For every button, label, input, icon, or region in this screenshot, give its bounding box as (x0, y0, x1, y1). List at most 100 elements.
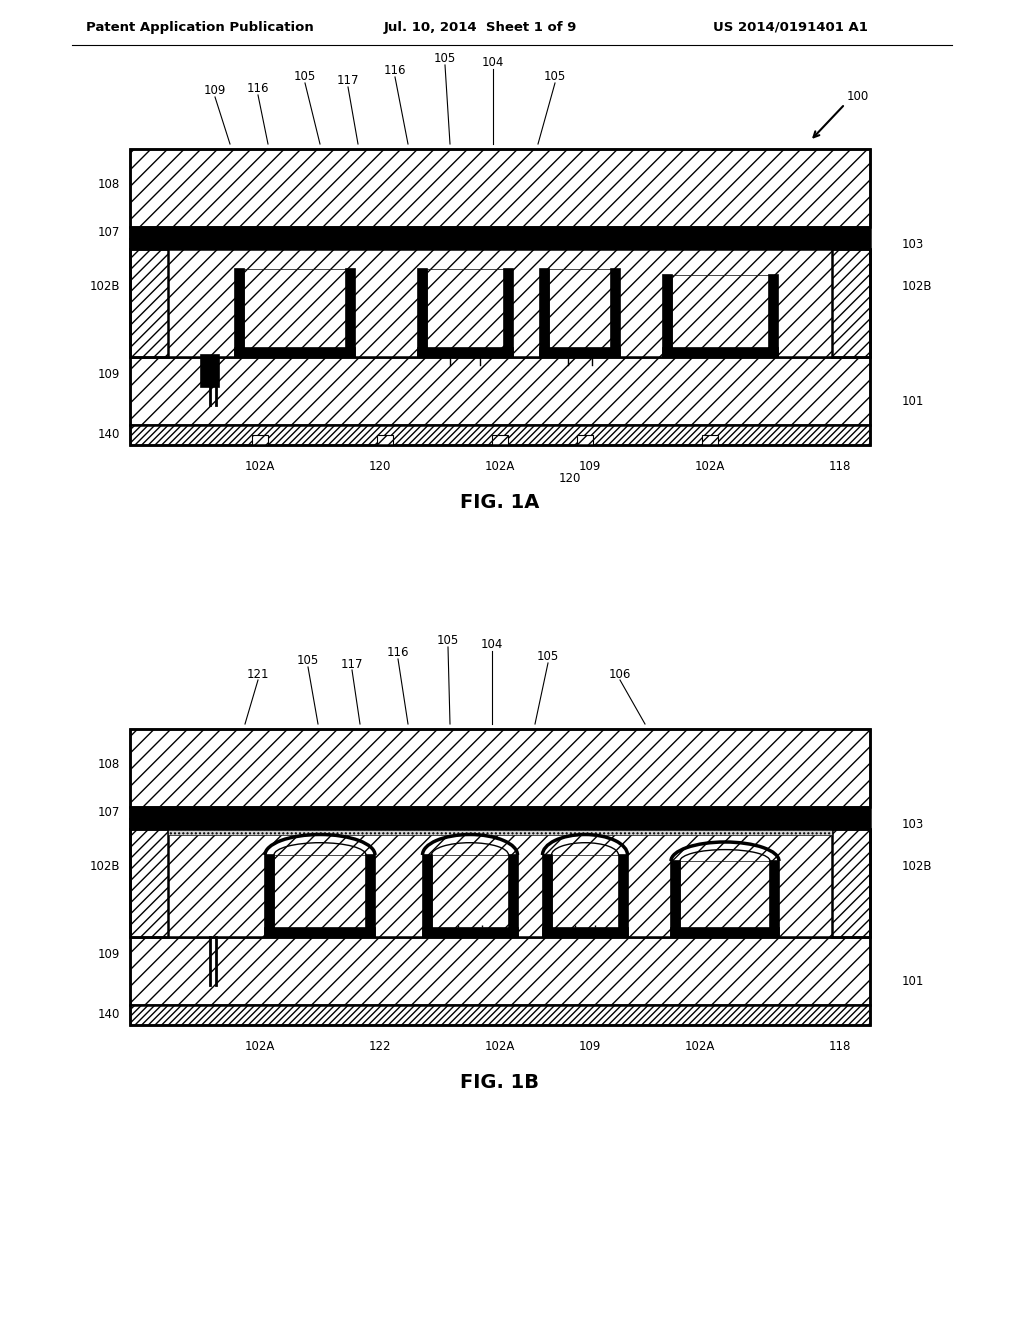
Text: 116: 116 (387, 647, 410, 660)
Bar (611, 269, 620, 356)
Text: 104: 104 (482, 57, 504, 70)
Text: 118: 118 (828, 1040, 851, 1053)
Bar (244, 269, 346, 348)
Bar (431, 855, 509, 928)
Text: 102A: 102A (484, 1040, 515, 1053)
Bar (130, 807, 870, 818)
Text: 109: 109 (579, 461, 601, 474)
Text: 102B: 102B (89, 861, 120, 874)
Text: 122: 122 (369, 1040, 391, 1053)
Bar (130, 249, 870, 356)
Bar (130, 1005, 870, 1026)
Text: 105: 105 (294, 70, 316, 83)
Bar (201, 355, 219, 387)
Bar (130, 356, 870, 425)
Text: 117: 117 (341, 657, 364, 671)
Text: 102B: 102B (89, 280, 120, 293)
Text: 108: 108 (97, 178, 120, 190)
Text: 109: 109 (204, 84, 226, 98)
Text: 101: 101 (902, 974, 925, 987)
Text: 120: 120 (369, 461, 391, 474)
Bar (663, 348, 777, 356)
Bar (427, 269, 504, 348)
Text: FIG. 1A: FIG. 1A (461, 494, 540, 512)
Text: Jul. 10, 2014  Sheet 1 of 9: Jul. 10, 2014 Sheet 1 of 9 (383, 21, 577, 33)
Bar (265, 855, 274, 937)
Text: 140: 140 (97, 429, 120, 441)
Bar (770, 861, 779, 937)
Text: 116: 116 (247, 82, 269, 95)
Bar (540, 269, 549, 356)
Bar (492, 436, 508, 445)
Bar (234, 348, 355, 356)
Text: 121: 121 (247, 668, 269, 681)
Bar (768, 275, 777, 356)
Text: Patent Application Publication: Patent Application Publication (86, 21, 314, 33)
Bar (130, 729, 870, 807)
Bar (549, 269, 611, 348)
Bar (130, 818, 870, 829)
Text: 102B: 102B (902, 280, 933, 293)
Text: 108: 108 (97, 758, 120, 771)
Text: 120: 120 (559, 473, 582, 486)
Bar (130, 829, 870, 937)
Bar (168, 828, 831, 836)
Bar (130, 937, 870, 1005)
Text: 105: 105 (434, 53, 456, 66)
Bar (265, 928, 375, 937)
Bar (130, 829, 168, 937)
Bar (618, 855, 628, 937)
Text: 100: 100 (847, 91, 869, 103)
Text: 102A: 102A (685, 1040, 715, 1053)
Text: 109: 109 (579, 1040, 601, 1053)
Text: 102A: 102A (245, 461, 275, 474)
Bar (831, 829, 870, 937)
Bar (168, 829, 831, 937)
Bar (543, 928, 628, 937)
Text: 116: 116 (384, 65, 407, 78)
Bar (702, 436, 718, 445)
Bar (540, 348, 620, 356)
Bar (252, 436, 268, 445)
Text: 105: 105 (437, 635, 459, 648)
Bar (504, 269, 512, 356)
Bar (671, 928, 779, 937)
Bar (377, 436, 393, 445)
Bar (680, 861, 770, 928)
Bar (831, 249, 870, 356)
Text: 104: 104 (481, 639, 503, 652)
Text: 103: 103 (902, 817, 925, 830)
Bar (418, 269, 427, 356)
Text: 106: 106 (609, 668, 631, 681)
Text: 118: 118 (828, 461, 851, 474)
Text: 107: 107 (97, 807, 120, 820)
Bar (130, 149, 870, 445)
Bar (130, 729, 870, 1026)
Bar (130, 227, 870, 239)
Bar (130, 425, 870, 445)
Text: 105: 105 (544, 70, 566, 83)
Bar (418, 348, 512, 356)
Bar (234, 269, 244, 356)
Bar (423, 928, 517, 937)
Text: 101: 101 (902, 395, 925, 408)
Bar (423, 855, 431, 937)
Text: 102A: 102A (484, 461, 515, 474)
Bar (543, 855, 552, 937)
Bar (671, 861, 680, 937)
Text: 105: 105 (297, 655, 319, 668)
Bar (577, 436, 593, 445)
Text: 105: 105 (537, 651, 559, 664)
Bar (672, 275, 768, 348)
Bar (663, 275, 672, 356)
Bar (274, 855, 366, 928)
Text: 140: 140 (97, 1008, 120, 1022)
Bar (552, 855, 618, 928)
Text: 117: 117 (337, 74, 359, 87)
Text: 109: 109 (97, 949, 120, 961)
Bar (366, 855, 375, 937)
Text: 102A: 102A (695, 461, 725, 474)
Bar (130, 149, 870, 227)
Bar (509, 855, 517, 937)
Text: 103: 103 (902, 238, 925, 251)
